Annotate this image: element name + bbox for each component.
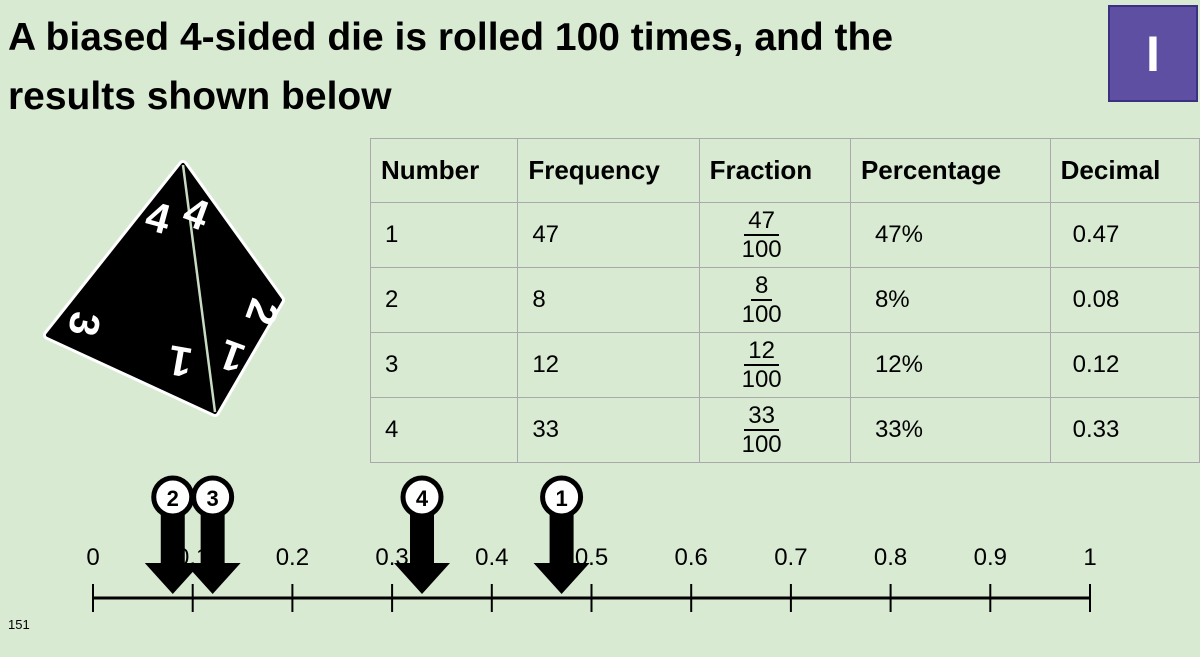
- column-header: Percentage: [849, 138, 1051, 203]
- marker-head: [144, 563, 201, 594]
- die-face-number: 3: [59, 309, 109, 340]
- table-body: 1 47 47 100 47% 0.47 2 8 8 100 8% 0.08 3 12 12 100 12% 0.…: [369, 202, 1200, 463]
- die-face-number: 4: [177, 187, 216, 239]
- column-header: Frequency: [517, 138, 700, 203]
- marker-stem: [160, 515, 185, 565]
- denominator: 100: [741, 301, 782, 328]
- marker-stem: [200, 515, 225, 565]
- marker-label: 1: [555, 486, 567, 511]
- marker-label: 2: [167, 486, 179, 511]
- table-row: 4 33 33 100 33% 0.33: [369, 397, 1200, 463]
- denominator: 100: [741, 431, 782, 458]
- marker: 1: [533, 475, 590, 594]
- numerator: 47: [744, 207, 779, 236]
- numerator: 8: [750, 272, 773, 301]
- table-row: 2 8 8 100 8% 0.08: [369, 267, 1200, 333]
- tick-label: 0: [86, 544, 99, 571]
- cell: 4: [369, 397, 519, 463]
- fraction: 12 100: [742, 337, 782, 393]
- fraction: 8 100: [742, 272, 782, 328]
- table-row: 1 47 47 100 47% 0.47: [369, 202, 1200, 268]
- cell: 2: [369, 267, 519, 333]
- marker-circle: [151, 475, 195, 519]
- marker-circle: [400, 475, 444, 519]
- marker-label: 3: [207, 486, 219, 511]
- title: results shown below: [8, 75, 392, 118]
- cell: 33: [517, 397, 700, 463]
- tick-label: 0.5: [575, 544, 608, 571]
- cell: 0.33: [1049, 397, 1200, 463]
- header-row: Number Frequency Fraction Percentage Decimal: [369, 138, 1200, 203]
- die-face-number: 1: [213, 330, 251, 382]
- cell: 33 100: [698, 397, 851, 463]
- cell: 47: [517, 202, 700, 268]
- cell: 47%: [849, 202, 1051, 268]
- page-number: 151: [8, 617, 30, 632]
- marker-head: [394, 563, 451, 594]
- column-header: Decimal: [1049, 138, 1200, 203]
- die-face-number: 4: [141, 192, 176, 244]
- table: Number Frequency Fraction Percentage Decimal…: [369, 138, 1200, 463]
- die-face-number: 1: [164, 336, 195, 386]
- column-header: Number: [369, 138, 519, 203]
- column-header: Fraction: [698, 138, 851, 203]
- cell: 0.12: [1049, 332, 1200, 398]
- tick-label: 0.9: [974, 544, 1007, 571]
- cell: 1: [369, 202, 519, 268]
- marker-circle: [540, 475, 584, 519]
- tick-label: 0.2: [276, 544, 309, 571]
- numerator: 33: [744, 402, 779, 431]
- cell: 8: [517, 267, 700, 333]
- table-row: 3 12 12 100 12% 0.12: [369, 332, 1200, 398]
- fraction: 47 100: [742, 207, 782, 263]
- cell: 47 100: [698, 202, 851, 268]
- tick-label: 0.8: [874, 544, 907, 571]
- cell: 3: [369, 332, 519, 398]
- marker-stem: [549, 515, 574, 565]
- marker-head: [533, 563, 590, 594]
- title: A biased 4-sided die is rolled 100 times…: [8, 16, 894, 59]
- die-face-number: 2: [236, 293, 288, 331]
- denominator: 100: [741, 236, 782, 263]
- marker: 3: [184, 475, 241, 594]
- cell: 12 100: [698, 332, 851, 398]
- cell: 8%: [849, 267, 1051, 333]
- marker: 4: [394, 475, 451, 594]
- tick-label: 0.3: [375, 544, 408, 571]
- cell: 0.08: [1049, 267, 1200, 333]
- marker-circle: [191, 475, 235, 519]
- cell: 12: [517, 332, 700, 398]
- marker-head: [184, 563, 241, 594]
- tick-label: 0.4: [475, 544, 508, 571]
- cell: 33%: [849, 397, 1051, 463]
- marker: 2: [144, 475, 201, 594]
- cell: 0.47: [1049, 202, 1200, 268]
- numerator: 12: [744, 337, 779, 366]
- tick-label: 0.1: [176, 544, 209, 571]
- cell: 12%: [849, 332, 1051, 398]
- tick-label: 0.6: [675, 544, 708, 571]
- badge: I: [1108, 5, 1198, 102]
- marker-label: 4: [416, 486, 429, 511]
- denominator: 100: [741, 366, 782, 393]
- marker-stem: [410, 515, 435, 565]
- tick-label: 1: [1083, 544, 1096, 571]
- cell: 8 100: [698, 267, 851, 333]
- fraction: 33 100: [742, 402, 782, 458]
- tick-label: 0.7: [774, 544, 807, 571]
